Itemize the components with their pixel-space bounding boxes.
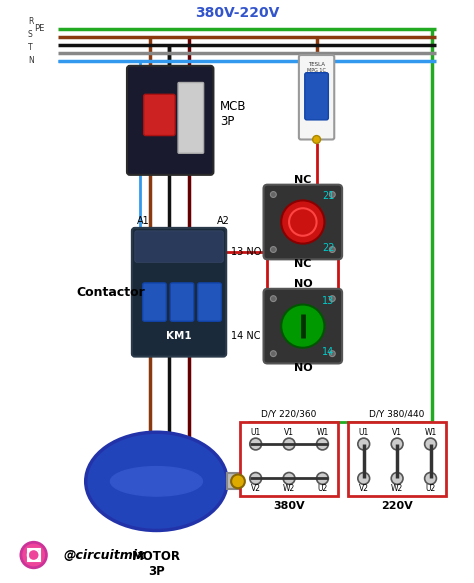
- FancyBboxPatch shape: [178, 83, 204, 153]
- Text: MOTOR
3P: MOTOR 3P: [132, 550, 181, 578]
- Bar: [28, 549, 39, 561]
- Text: NC: NC: [294, 175, 311, 185]
- Circle shape: [283, 472, 295, 484]
- Circle shape: [313, 136, 320, 143]
- Text: D/Y 380/440: D/Y 380/440: [369, 409, 425, 418]
- Text: @circuitmix: @circuitmix: [63, 549, 145, 561]
- Circle shape: [270, 247, 276, 252]
- Text: V1: V1: [284, 428, 294, 437]
- Text: W2: W2: [391, 484, 403, 493]
- FancyBboxPatch shape: [132, 228, 226, 357]
- Text: 21: 21: [322, 191, 334, 202]
- Bar: [348, 423, 446, 496]
- Text: W1: W1: [424, 428, 437, 437]
- Text: TESLA: TESLA: [308, 62, 325, 67]
- Text: A2: A2: [218, 216, 230, 226]
- FancyBboxPatch shape: [143, 283, 166, 321]
- Text: U2: U2: [425, 484, 436, 493]
- Circle shape: [281, 201, 324, 244]
- Circle shape: [358, 438, 370, 450]
- Text: R
S
T
N: R S T N: [28, 17, 34, 65]
- Circle shape: [391, 438, 403, 450]
- Ellipse shape: [86, 432, 227, 531]
- Text: U1: U1: [251, 428, 261, 437]
- Text: A1: A1: [137, 216, 150, 226]
- Circle shape: [250, 472, 262, 484]
- Circle shape: [425, 472, 437, 484]
- Text: D/Y 220/360: D/Y 220/360: [261, 409, 317, 418]
- Text: NC: NC: [294, 259, 311, 269]
- Text: 380V: 380V: [273, 501, 305, 511]
- Text: NO: NO: [293, 363, 312, 373]
- Text: V2: V2: [251, 484, 261, 493]
- Text: V2: V2: [359, 484, 369, 493]
- Text: MPG 1C: MPG 1C: [307, 68, 326, 73]
- Circle shape: [317, 438, 328, 450]
- Circle shape: [283, 438, 295, 450]
- FancyBboxPatch shape: [198, 283, 221, 321]
- Circle shape: [270, 192, 276, 198]
- Text: 14 NC: 14 NC: [231, 331, 261, 341]
- Text: Contactor: Contactor: [76, 286, 145, 298]
- Circle shape: [289, 208, 317, 236]
- Bar: [227, 473, 249, 489]
- Text: 22: 22: [322, 243, 334, 252]
- Bar: [240, 423, 338, 496]
- FancyBboxPatch shape: [264, 185, 342, 259]
- Circle shape: [425, 438, 437, 450]
- Text: U1: U1: [359, 428, 369, 437]
- Circle shape: [250, 438, 262, 450]
- Ellipse shape: [110, 466, 202, 496]
- Text: 13: 13: [322, 296, 334, 305]
- FancyBboxPatch shape: [299, 55, 334, 139]
- Circle shape: [21, 542, 46, 568]
- Text: U2: U2: [317, 484, 328, 493]
- Circle shape: [329, 296, 335, 301]
- Text: MCB
3P: MCB 3P: [220, 100, 247, 128]
- Text: KM1: KM1: [166, 331, 192, 341]
- Text: W2: W2: [283, 484, 295, 493]
- FancyBboxPatch shape: [144, 94, 175, 136]
- Circle shape: [317, 472, 328, 484]
- Text: 380V-220V: 380V-220V: [195, 6, 279, 20]
- FancyBboxPatch shape: [170, 283, 194, 321]
- Circle shape: [358, 472, 370, 484]
- Circle shape: [281, 304, 324, 347]
- Circle shape: [270, 351, 276, 357]
- FancyBboxPatch shape: [305, 73, 328, 120]
- Circle shape: [329, 351, 335, 357]
- Text: 220V: 220V: [381, 501, 413, 511]
- Text: PE: PE: [34, 24, 44, 33]
- Circle shape: [329, 192, 335, 198]
- Circle shape: [270, 296, 276, 301]
- Text: W1: W1: [316, 428, 328, 437]
- Text: 14: 14: [322, 347, 334, 357]
- FancyBboxPatch shape: [264, 289, 342, 363]
- Text: V1: V1: [392, 428, 402, 437]
- Circle shape: [231, 475, 245, 488]
- Circle shape: [391, 472, 403, 484]
- Text: NO: NO: [293, 279, 312, 289]
- Text: 13 NO: 13 NO: [231, 247, 262, 258]
- FancyBboxPatch shape: [127, 66, 213, 175]
- FancyBboxPatch shape: [135, 231, 223, 262]
- Circle shape: [329, 247, 335, 252]
